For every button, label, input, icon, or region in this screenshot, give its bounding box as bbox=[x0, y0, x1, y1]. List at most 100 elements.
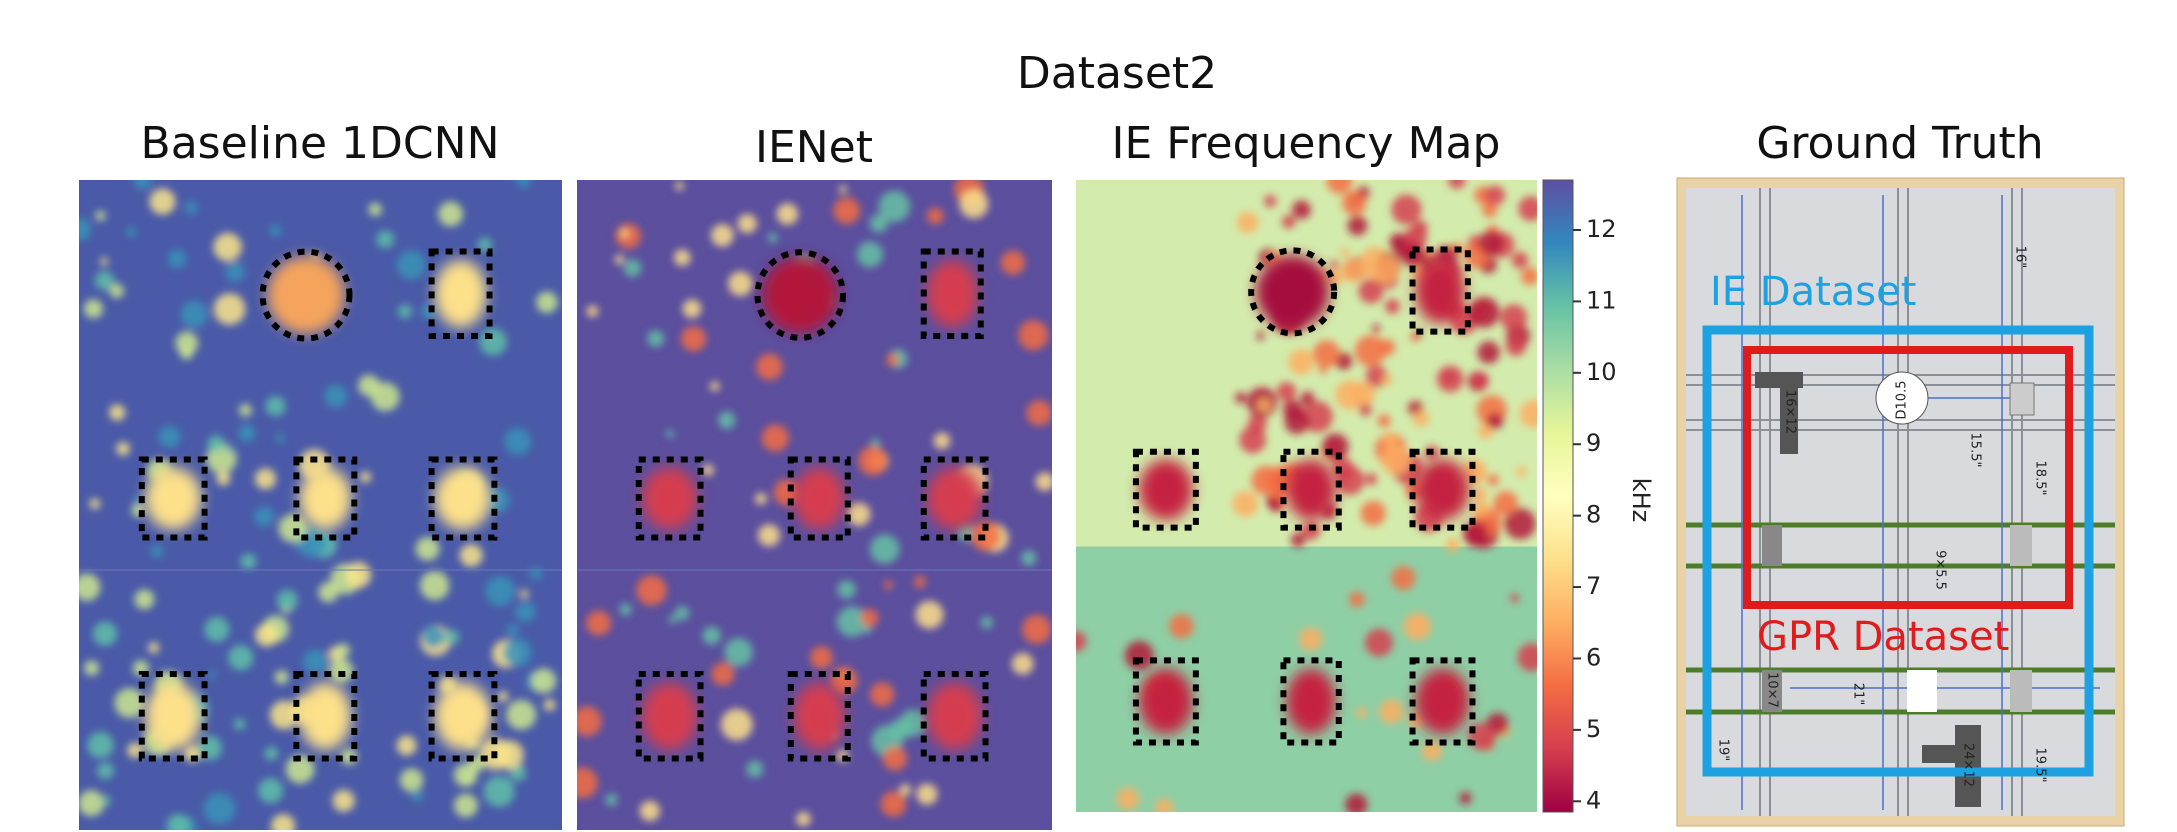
dimension-label: 24×12 bbox=[1961, 743, 1976, 787]
spot bbox=[1347, 216, 1367, 236]
dimension-label: 9×5.5 bbox=[1933, 550, 1948, 590]
dimension-label: 10×7 bbox=[1765, 672, 1780, 708]
spot bbox=[84, 660, 99, 675]
spot bbox=[1518, 196, 1543, 221]
spot bbox=[1001, 251, 1025, 275]
figure: Dataset2 Baseline 1DCNN IENet IE Frequen… bbox=[0, 0, 2177, 832]
spot bbox=[647, 330, 664, 347]
spot bbox=[1264, 195, 1276, 207]
spot bbox=[1477, 341, 1500, 364]
hotspot bbox=[927, 467, 983, 529]
spot bbox=[914, 576, 926, 588]
spot bbox=[1377, 414, 1390, 427]
spot bbox=[1345, 793, 1367, 815]
spot bbox=[587, 305, 599, 317]
spot bbox=[203, 793, 235, 825]
spot bbox=[724, 638, 753, 667]
spot bbox=[95, 211, 105, 221]
colorbar bbox=[1543, 180, 1573, 812]
spot bbox=[520, 590, 529, 599]
hotspot bbox=[762, 257, 838, 333]
spot bbox=[1358, 279, 1383, 304]
spot bbox=[116, 442, 130, 456]
spot bbox=[376, 231, 394, 249]
spot bbox=[87, 732, 113, 758]
spot bbox=[674, 249, 691, 266]
hotspot bbox=[1286, 459, 1336, 520]
spot bbox=[303, 649, 328, 674]
spot bbox=[1521, 267, 1539, 285]
spot bbox=[1459, 792, 1471, 804]
spot bbox=[240, 553, 256, 569]
spot bbox=[1326, 168, 1352, 194]
spot bbox=[506, 700, 536, 730]
spot bbox=[1169, 614, 1194, 639]
spot bbox=[1391, 566, 1415, 590]
spot bbox=[762, 424, 789, 451]
spot bbox=[504, 428, 531, 455]
dimension-label: 19.5" bbox=[2033, 748, 2048, 783]
spot bbox=[1494, 491, 1518, 515]
spot bbox=[1251, 466, 1280, 495]
spot bbox=[1518, 643, 1546, 671]
spot bbox=[620, 229, 629, 238]
spot bbox=[531, 668, 556, 693]
spot bbox=[126, 227, 136, 237]
colorbar-tick-label: 9 bbox=[1586, 429, 1601, 457]
spot bbox=[572, 706, 602, 736]
spot bbox=[857, 241, 883, 267]
spot bbox=[728, 271, 753, 296]
spot bbox=[1319, 365, 1328, 374]
spot bbox=[515, 602, 535, 622]
region-label: IE Dataset bbox=[1710, 269, 1916, 315]
hotspot bbox=[267, 256, 344, 333]
spot bbox=[73, 574, 100, 601]
heatmap bbox=[1066, 168, 1548, 817]
spot bbox=[68, 218, 91, 241]
spot bbox=[884, 580, 893, 589]
spot bbox=[886, 354, 898, 366]
spot bbox=[1265, 496, 1274, 505]
dimension-label: 18.5" bbox=[2033, 461, 2048, 496]
spot bbox=[616, 224, 641, 249]
hotspot bbox=[794, 682, 845, 750]
spot bbox=[1335, 380, 1365, 410]
spot bbox=[168, 250, 186, 268]
colorbar-tick-label: 11 bbox=[1586, 286, 1617, 314]
spot bbox=[881, 791, 907, 817]
hotspot bbox=[1415, 258, 1465, 324]
spot bbox=[503, 638, 532, 667]
spot bbox=[1022, 615, 1051, 644]
spot bbox=[159, 426, 181, 448]
spot bbox=[454, 794, 478, 818]
spot bbox=[1413, 410, 1429, 426]
spot bbox=[150, 545, 163, 558]
spot bbox=[636, 575, 666, 605]
spot bbox=[1516, 467, 1526, 477]
spot bbox=[324, 385, 347, 408]
spot bbox=[1487, 413, 1503, 429]
spot bbox=[1288, 349, 1314, 375]
colorbar-tick-label: 6 bbox=[1586, 643, 1601, 671]
spot bbox=[605, 794, 617, 806]
spot bbox=[837, 580, 856, 599]
hotspot bbox=[1256, 255, 1330, 329]
spot bbox=[1437, 366, 1464, 393]
spot bbox=[1356, 707, 1367, 718]
dimension-label: 15.5" bbox=[1968, 433, 1983, 468]
spot bbox=[615, 255, 624, 264]
hotspot bbox=[145, 682, 202, 750]
spot bbox=[371, 382, 400, 411]
spot bbox=[640, 801, 660, 821]
spot bbox=[710, 381, 720, 391]
spot bbox=[1235, 392, 1246, 403]
spot bbox=[1510, 594, 1519, 603]
colorbar-label: kHz bbox=[1627, 478, 1655, 523]
spot bbox=[1237, 212, 1259, 234]
spot bbox=[266, 396, 286, 416]
spot bbox=[567, 767, 598, 798]
spot bbox=[624, 259, 642, 277]
hotspot bbox=[299, 682, 351, 750]
spot bbox=[711, 224, 734, 247]
spot bbox=[756, 354, 782, 380]
